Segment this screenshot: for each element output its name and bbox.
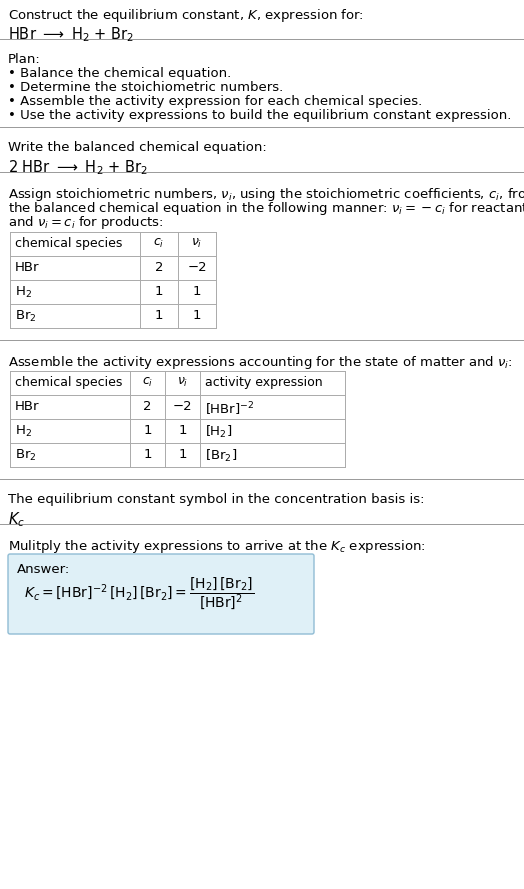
Text: $K_c = \mathrm{[HBr]}^{-2}\,\mathrm{[H_2]}\,\mathrm{[Br_2]} = \dfrac{\mathrm{[H_: $K_c = \mathrm{[HBr]}^{-2}\,\mathrm{[H_2… xyxy=(24,576,254,613)
Text: the balanced chemical equation in the following manner: $\nu_i = -c_i$ for react: the balanced chemical equation in the fo… xyxy=(8,200,524,217)
Text: 1: 1 xyxy=(178,448,187,461)
Text: 2: 2 xyxy=(143,400,152,413)
Text: Br$_2$: Br$_2$ xyxy=(15,448,37,463)
Text: Assemble the activity expressions accounting for the state of matter and $\nu_i$: Assemble the activity expressions accoun… xyxy=(8,354,512,371)
Text: • Balance the chemical equation.: • Balance the chemical equation. xyxy=(8,67,231,80)
Text: The equilibrium constant symbol in the concentration basis is:: The equilibrium constant symbol in the c… xyxy=(8,493,424,506)
Text: Br$_2$: Br$_2$ xyxy=(15,309,37,324)
Text: • Use the activity expressions to build the equilibrium constant expression.: • Use the activity expressions to build … xyxy=(8,109,511,122)
Text: activity expression: activity expression xyxy=(205,376,323,389)
Text: Mulitply the activity expressions to arrive at the $K_c$ expression:: Mulitply the activity expressions to arr… xyxy=(8,538,426,555)
Text: $\nu_i$: $\nu_i$ xyxy=(191,237,203,250)
Text: HBr: HBr xyxy=(15,261,39,274)
Text: • Assemble the activity expression for each chemical species.: • Assemble the activity expression for e… xyxy=(8,95,422,108)
Text: • Determine the stoichiometric numbers.: • Determine the stoichiometric numbers. xyxy=(8,81,283,94)
Text: [Br$_2$]: [Br$_2$] xyxy=(205,448,237,464)
Text: 1: 1 xyxy=(155,309,163,322)
Text: H$_2$: H$_2$ xyxy=(15,424,32,439)
Text: Construct the equilibrium constant, $K$, expression for:: Construct the equilibrium constant, $K$,… xyxy=(8,7,364,24)
Text: HBr: HBr xyxy=(15,400,39,413)
Text: Write the balanced chemical equation:: Write the balanced chemical equation: xyxy=(8,141,267,154)
Text: 1: 1 xyxy=(155,285,163,298)
Text: 1: 1 xyxy=(193,309,201,322)
Text: 2: 2 xyxy=(155,261,163,274)
Text: Plan:: Plan: xyxy=(8,53,41,66)
Text: −2: −2 xyxy=(187,261,207,274)
Text: chemical species: chemical species xyxy=(15,237,123,250)
Text: Assign stoichiometric numbers, $\nu_i$, using the stoichiometric coefficients, $: Assign stoichiometric numbers, $\nu_i$, … xyxy=(8,186,524,203)
Text: $c_i$: $c_i$ xyxy=(154,237,165,250)
Text: 2 HBr $\longrightarrow$ H$_2$ + Br$_2$: 2 HBr $\longrightarrow$ H$_2$ + Br$_2$ xyxy=(8,158,148,177)
Text: Answer:: Answer: xyxy=(17,563,70,576)
Text: −2: −2 xyxy=(173,400,192,413)
Text: and $\nu_i = c_i$ for products:: and $\nu_i = c_i$ for products: xyxy=(8,214,163,231)
Text: $K_c$: $K_c$ xyxy=(8,510,25,529)
Text: chemical species: chemical species xyxy=(15,376,123,389)
Text: 1: 1 xyxy=(178,424,187,437)
Text: [H$_2$]: [H$_2$] xyxy=(205,424,232,440)
Text: H$_2$: H$_2$ xyxy=(15,285,32,300)
Text: [HBr]$^{-2}$: [HBr]$^{-2}$ xyxy=(205,400,254,418)
Text: HBr $\longrightarrow$ H$_2$ + Br$_2$: HBr $\longrightarrow$ H$_2$ + Br$_2$ xyxy=(8,25,134,44)
Text: $c_i$: $c_i$ xyxy=(142,376,153,389)
Text: $\nu_i$: $\nu_i$ xyxy=(177,376,188,389)
Text: 1: 1 xyxy=(193,285,201,298)
FancyBboxPatch shape xyxy=(8,554,314,634)
Text: 1: 1 xyxy=(143,448,152,461)
Text: 1: 1 xyxy=(143,424,152,437)
